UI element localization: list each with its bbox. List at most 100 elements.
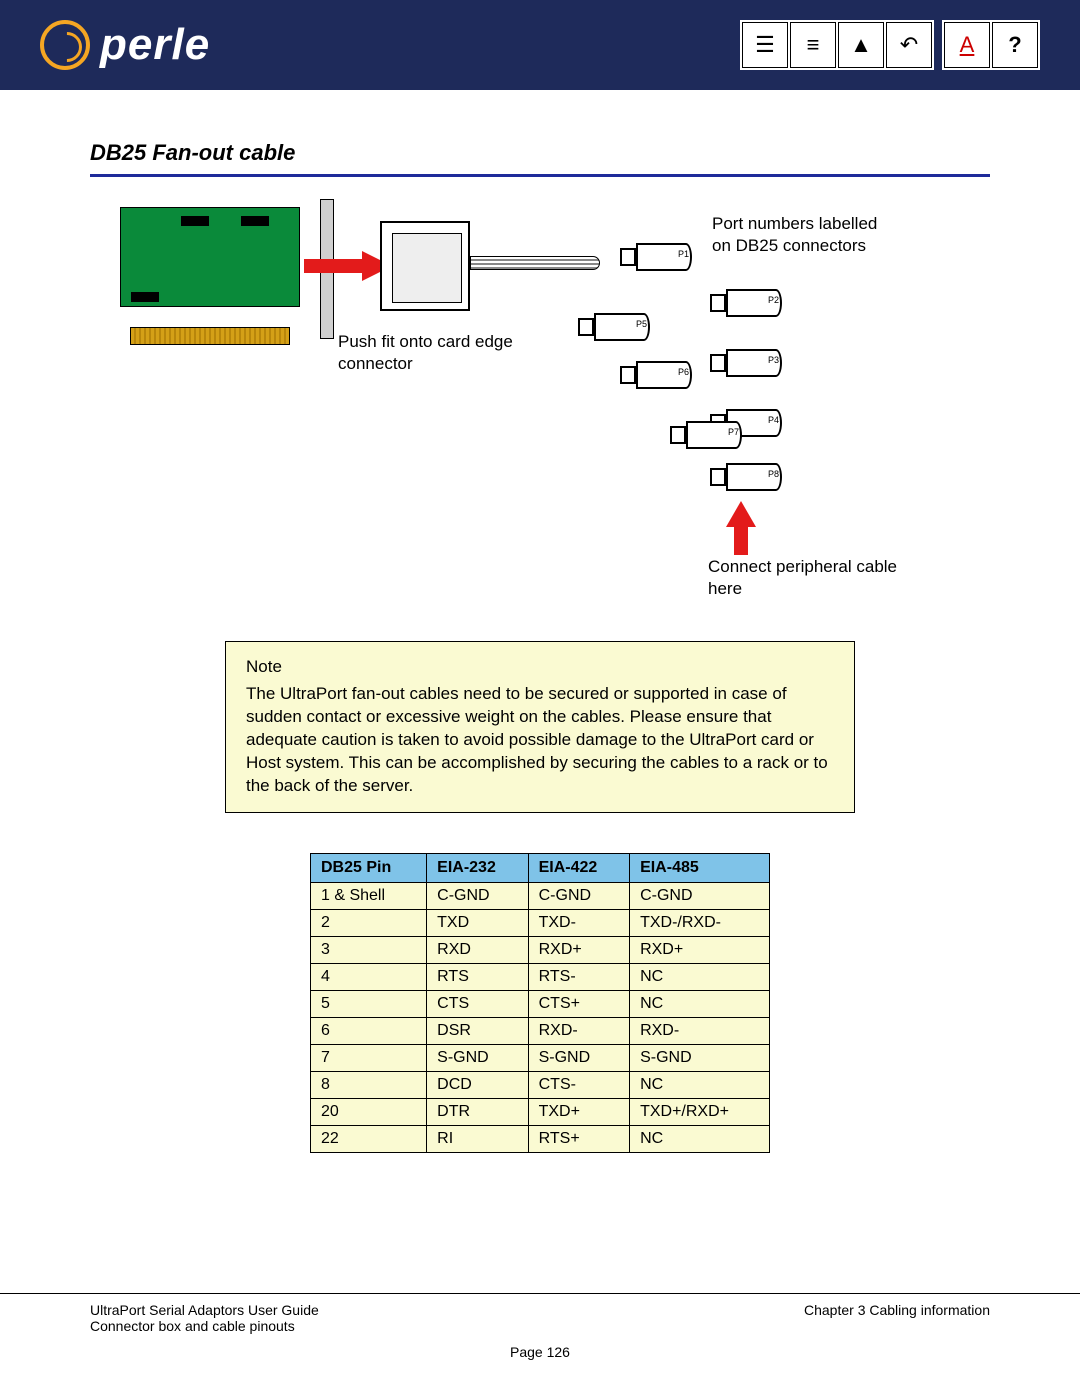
table-cell: RXD+ <box>630 936 770 963</box>
table-row: 1 & ShellC-GNDC-GNDC-GND <box>311 882 770 909</box>
card-body <box>120 207 300 307</box>
chip-icon <box>181 216 209 226</box>
table-row: 6DSRRXD-RXD- <box>311 1017 770 1044</box>
cable-bundle <box>470 256 600 270</box>
logo-text: perle <box>100 20 210 70</box>
table-cell: 20 <box>311 1098 427 1125</box>
toolbar-group-1: ☰ ≡ ▲ ↶ <box>740 20 934 70</box>
table-row: 8DCDCTS-NC <box>311 1071 770 1098</box>
table-header: EIA-485 <box>630 853 770 882</box>
table-cell: CTS <box>427 990 528 1017</box>
back-icon[interactable]: ↶ <box>886 22 932 68</box>
table-cell: 4 <box>311 963 427 990</box>
table-cell: TXD- <box>528 909 629 936</box>
diagram: Push fit onto card edge connector Port n… <box>90 201 990 621</box>
table-row: 5CTSCTS+NC <box>311 990 770 1017</box>
table-cell: 3 <box>311 936 427 963</box>
section-title: DB25 Fan-out cable <box>90 140 990 166</box>
content: DB25 Fan-out cable Push fit onto card ed… <box>0 90 1080 1173</box>
footer-guide: UltraPort Serial Adaptors User Guide <box>90 1302 319 1318</box>
list-icon[interactable]: ≡ <box>790 22 836 68</box>
table-cell: TXD-/RXD- <box>630 909 770 936</box>
table-cell: RTS- <box>528 963 629 990</box>
main-connector <box>380 221 470 311</box>
table-cell: RTS <box>427 963 528 990</box>
db25-p3: P3 <box>710 347 788 379</box>
note-title: Note <box>246 656 834 679</box>
table-cell: CTS- <box>528 1071 629 1098</box>
port-label: P4 <box>768 415 779 425</box>
table-cell: NC <box>630 1071 770 1098</box>
table-cell: DCD <box>427 1071 528 1098</box>
logo-icon <box>40 20 90 70</box>
footer: UltraPort Serial Adaptors User Guide Con… <box>0 1293 1080 1390</box>
toc-icon[interactable]: ☰ <box>742 22 788 68</box>
table-cell: 8 <box>311 1071 427 1098</box>
db25-p8: P8 <box>710 461 788 493</box>
table-cell: RXD- <box>630 1017 770 1044</box>
edge-connector <box>130 327 290 345</box>
table-cell: S-GND <box>427 1044 528 1071</box>
logo: perle <box>40 20 210 70</box>
table-cell: C-GND <box>630 882 770 909</box>
help-icon[interactable]: ? <box>992 22 1038 68</box>
table-cell: C-GND <box>528 882 629 909</box>
table-cell: C-GND <box>427 882 528 909</box>
toolbar: ☰ ≡ ▲ ↶ A ? <box>740 20 1040 70</box>
table-cell: 7 <box>311 1044 427 1071</box>
table-cell: NC <box>630 990 770 1017</box>
table-cell: TXD+ <box>528 1098 629 1125</box>
table-cell: DTR <box>427 1098 528 1125</box>
chip-icon <box>131 292 159 302</box>
table-cell: 5 <box>311 990 427 1017</box>
table-cell: CTS+ <box>528 990 629 1017</box>
db25-p7: P7 <box>670 419 748 451</box>
table-header: DB25 Pin <box>311 853 427 882</box>
port-label: P7 <box>728 427 739 437</box>
footer-chapter: Chapter 3 Cabling information <box>804 1302 990 1334</box>
table-row: 7S-GNDS-GNDS-GND <box>311 1044 770 1071</box>
chip-icon <box>241 216 269 226</box>
table-cell: 1 & Shell <box>311 882 427 909</box>
toolbar-group-2: A ? <box>942 20 1040 70</box>
table-row: 2TXDTXD-TXD-/RXD- <box>311 909 770 936</box>
table-cell: RTS+ <box>528 1125 629 1152</box>
db25-p5: P5 <box>578 311 656 343</box>
table-row: 4RTSRTS-NC <box>311 963 770 990</box>
db25-p1: P1 <box>620 241 698 273</box>
table-row: 3RXDRXD+RXD+ <box>311 936 770 963</box>
table-row: 22RIRTS+NC <box>311 1125 770 1152</box>
note-box: Note The UltraPort fan-out cables need t… <box>225 641 855 813</box>
table-row: 20DTRTXD+TXD+/RXD+ <box>311 1098 770 1125</box>
db25-p6: P6 <box>620 359 698 391</box>
table-cell: 6 <box>311 1017 427 1044</box>
table-cell: DSR <box>427 1017 528 1044</box>
note-body: The UltraPort fan-out cables need to be … <box>246 683 834 798</box>
header-bar: perle ☰ ≡ ▲ ↶ A ? <box>0 0 1080 90</box>
port-label: P5 <box>636 319 647 329</box>
table-header: EIA-422 <box>528 853 629 882</box>
port-label: P1 <box>678 249 689 259</box>
label-push: Push fit onto card edge connector <box>338 331 518 375</box>
table-cell: NC <box>630 963 770 990</box>
title-rule <box>90 174 990 177</box>
table-cell: NC <box>630 1125 770 1152</box>
port-label: P8 <box>768 469 779 479</box>
table-cell: RXD- <box>528 1017 629 1044</box>
port-label: P2 <box>768 295 779 305</box>
label-connect: Connect peripheral cable here <box>708 556 928 600</box>
table-cell: RXD+ <box>528 936 629 963</box>
table-cell: TXD <box>427 909 528 936</box>
table-cell: TXD+/RXD+ <box>630 1098 770 1125</box>
table-cell: RXD <box>427 936 528 963</box>
font-icon[interactable]: A <box>944 22 990 68</box>
label-port: Port numbers labelled on DB25 connectors <box>712 213 882 257</box>
pci-card <box>120 207 320 327</box>
footer-page: Page 126 <box>90 1344 990 1360</box>
port-label: P3 <box>768 355 779 365</box>
arrow-up-icon <box>726 501 756 555</box>
up-icon[interactable]: ▲ <box>838 22 884 68</box>
footer-section: Connector box and cable pinouts <box>90 1318 319 1334</box>
table-cell: 22 <box>311 1125 427 1152</box>
table-cell: 2 <box>311 909 427 936</box>
